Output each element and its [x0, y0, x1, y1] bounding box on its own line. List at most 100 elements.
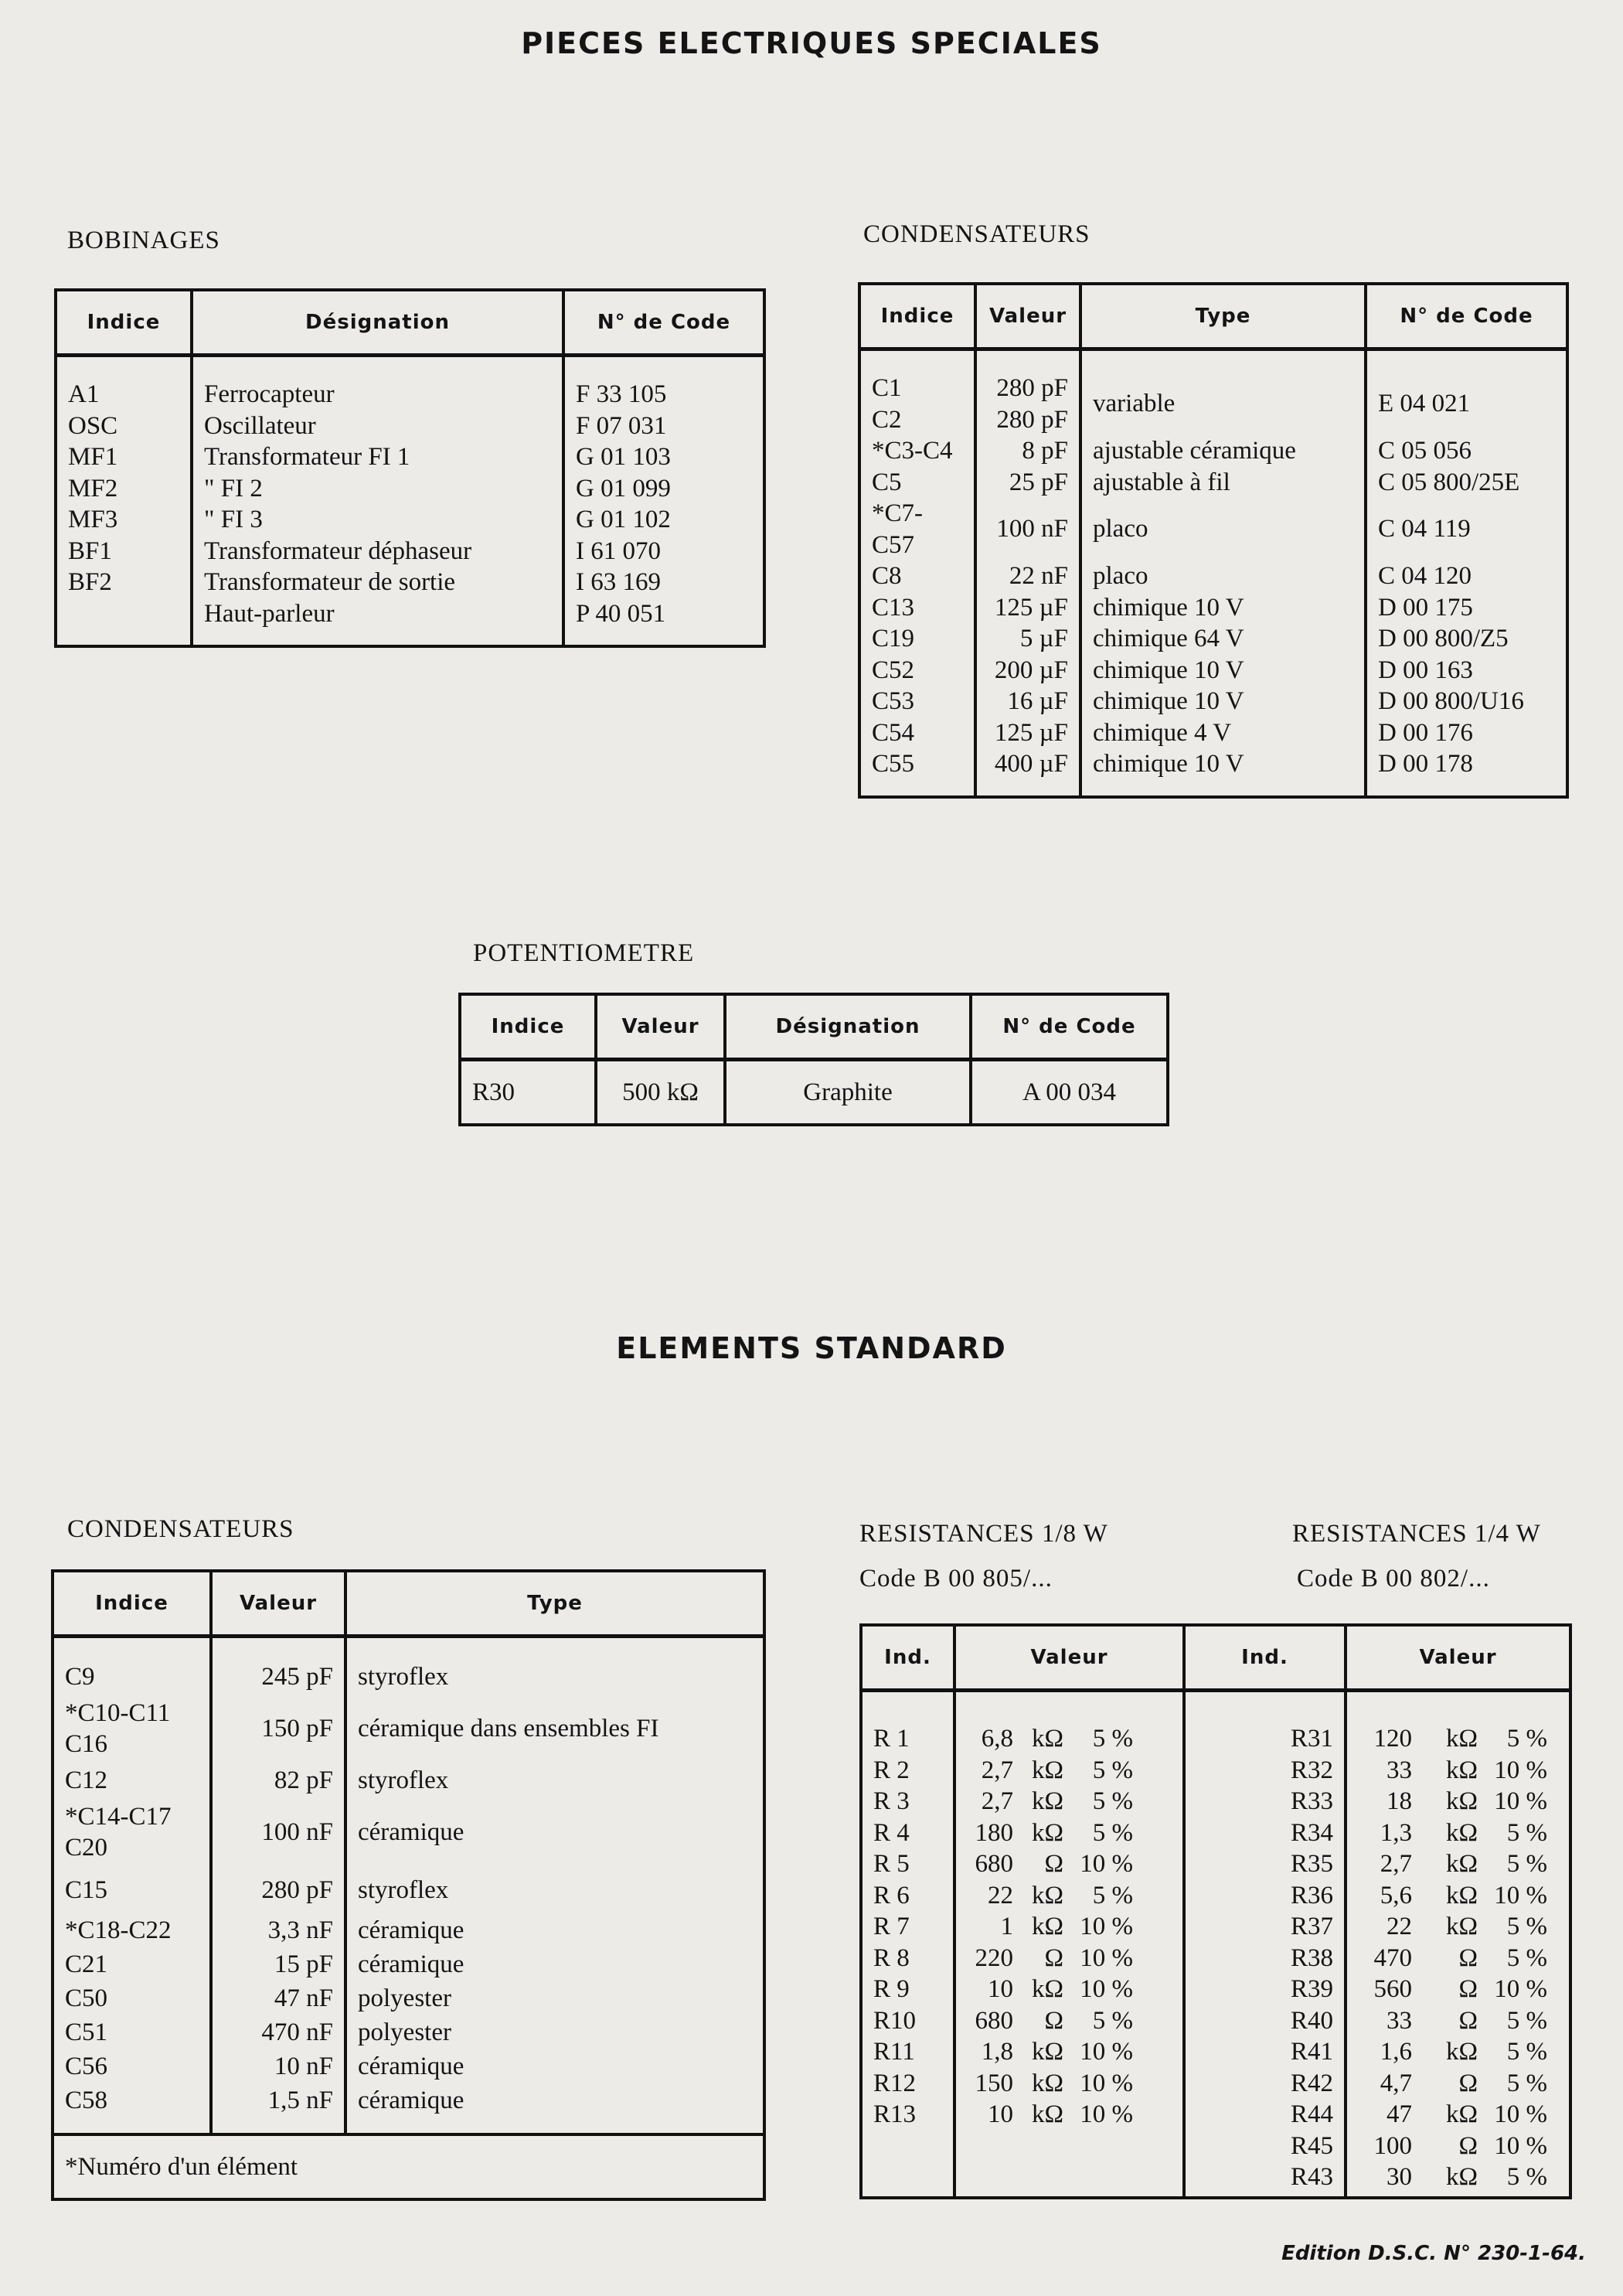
table-row: C9 245 pF styroflex — [51, 1660, 766, 1694]
resistor-index: R 2 — [859, 1754, 956, 1786]
value-tolerance: 5 % — [1506, 1818, 1547, 1847]
table-cell: D 00 800/U16 — [1364, 686, 1569, 717]
resistor-index: R44 — [1182, 2099, 1347, 2131]
value-unit: kΩ — [1031, 1913, 1063, 1940]
table-cell: styroflex — [344, 1660, 766, 1694]
column-header: Ind. — [859, 1623, 956, 1692]
resistances-14-label: RESISTANCES 1/4 W — [1292, 1520, 1541, 1548]
resistor-value: 2,7 kΩ 5 % — [1344, 1848, 1572, 1880]
value-tolerance: 5 % — [1506, 2163, 1547, 2191]
table-cell: C52 — [858, 654, 977, 686]
table-cell: C12 — [51, 1763, 213, 1797]
table-cell: 125 µF — [974, 591, 1082, 623]
value-number: 220 — [975, 1943, 1014, 1972]
resistor-value: 30 kΩ 5 % — [1344, 2161, 1572, 2193]
table-cell: D 00 176 — [1364, 717, 1569, 748]
table-row: R30 500 kΩ Graphite A 00 034 — [458, 1059, 1169, 1125]
value-unit: kΩ — [1031, 2038, 1063, 2066]
resistor-index: R36 — [1182, 1879, 1347, 1911]
column-header: Indice — [54, 288, 193, 357]
table-cell: variable — [1079, 373, 1367, 435]
resistor-value: 120 kΩ 5 % — [1344, 1723, 1572, 1755]
value-number: 33 — [1387, 1756, 1412, 1784]
table-cell: Oscillateur — [190, 410, 565, 441]
value-number: 2,7 — [1380, 1850, 1412, 1878]
resistor-value: 2,7 kΩ 5 % — [953, 1754, 1186, 1786]
table-row: C15 280 pF styroflex — [51, 1867, 766, 1913]
value-unit: Ω — [1044, 1943, 1063, 1972]
resistor-value: 1,8 kΩ 10 % — [953, 2036, 1186, 2068]
value-number: 18 — [1387, 1787, 1412, 1815]
value-tolerance: 10 % — [1080, 1913, 1133, 1940]
value-number: 30 — [1387, 2163, 1412, 2191]
table-row: C12 82 pF styroflex — [51, 1763, 766, 1797]
value-tolerance: 5 % — [1092, 1787, 1133, 1815]
resistor-value: 220 Ω 10 % — [953, 1942, 1186, 1974]
table-row: R 4 180 kΩ 5 % R34 1,3 kΩ 5 % — [859, 1817, 1572, 1848]
table-row: R 8 220 Ω 10 % R38 470 Ω 5 % — [859, 1942, 1572, 1974]
table-row: C21 15 pF céramique — [51, 1947, 766, 1981]
resistor-index: R33 — [1182, 1786, 1347, 1817]
value-tolerance: 5 % — [1092, 1725, 1133, 1753]
resistances-18-label: RESISTANCES 1/8 W — [859, 1520, 1108, 1548]
page-title: PIECES ELECTRIQUES SPECIALES — [521, 26, 1102, 60]
table-cell: D 00 800/Z5 — [1364, 623, 1569, 655]
condensateurs-speciaux-label: CONDENSATEURS — [863, 220, 1091, 248]
table-cell: C 04 119 — [1364, 498, 1569, 560]
bobinages-table: Indice Désignation N° de Code A1 Ferrocapteu… — [54, 288, 766, 648]
table-row: C50 47 nF polyester — [51, 1981, 766, 2015]
value-tolerance: 5 % — [1506, 1913, 1547, 1940]
value-tolerance: 5 % — [1092, 1756, 1133, 1784]
table-cell: Graphite — [723, 1059, 972, 1125]
value-number: 22 — [988, 1881, 1013, 1909]
value-unit: kΩ — [1445, 1756, 1478, 1784]
table-cell: céramique — [344, 2083, 766, 2117]
value-tolerance: 5 % — [1506, 1850, 1547, 1878]
value-number: 2,7 — [981, 1787, 1013, 1815]
value-tolerance: 10 % — [1080, 1943, 1133, 1972]
table-cell: chimique 10 V — [1079, 748, 1367, 780]
value-tolerance: 5 % — [1506, 2038, 1547, 2066]
value-tolerance: 5 % — [1092, 2006, 1133, 2035]
value-number: 680 — [975, 2006, 1014, 2035]
table-cell: 500 kΩ — [594, 1059, 726, 1125]
table-cell: E 04 021 — [1364, 373, 1569, 435]
footnote: *Numéro d'un élément — [51, 2133, 766, 2199]
header-row: Indice Valeur Désignation N° de Code — [458, 993, 1169, 1061]
column-header: Désignation — [190, 288, 565, 357]
resistor-index: R37 — [1182, 1911, 1347, 1943]
value-unit: kΩ — [1031, 1975, 1063, 2003]
table-cell: 125 µF — [974, 717, 1082, 748]
table-cell: céramique dans ensembles FI — [344, 1694, 766, 1763]
table-cell: 470 nF — [209, 2015, 347, 2049]
table-cell: C15 — [51, 1867, 213, 1913]
condensateurs-standard-table: Indice Valeur Type C9 245 pF styroflex *C10-C1… — [51, 1569, 766, 2201]
value-tolerance: 5 % — [1506, 2006, 1547, 2035]
table-cell: C 05 056 — [1364, 435, 1569, 467]
value-number: 100 — [1373, 2131, 1413, 2160]
condensateurs-speciaux-table: Indice Valeur Type N° de Code C1 C2 280 pF 28… — [858, 282, 1569, 799]
resistor-index: R43 — [1182, 2161, 1347, 2193]
value-tolerance: 5 % — [1506, 1725, 1547, 1753]
resistor-index: R11 — [859, 2036, 956, 2068]
table-cell: D 00 178 — [1364, 748, 1569, 780]
table-cell: C13 — [858, 591, 977, 623]
table-cell: chimique 10 V — [1079, 654, 1367, 686]
resistor-value: 4,7 Ω 5 % — [1344, 2067, 1572, 2099]
header-row: Ind. Valeur Ind. Valeur — [859, 1623, 1572, 1692]
bobinages-label: BOBINAGES — [67, 227, 220, 254]
resistor-index: R13 — [859, 2099, 956, 2131]
table-cell: 22 nF — [974, 560, 1082, 592]
table-row: OSC Oscillateur F 07 031 — [54, 410, 766, 441]
table-cell: céramique — [344, 1947, 766, 1981]
header-row: Indice Valeur Type N° de Code — [858, 282, 1569, 351]
value-number: 10 — [988, 2100, 1013, 2128]
value-number: 1,8 — [981, 2038, 1013, 2066]
resistor-value: 100 Ω 10 % — [1344, 2130, 1572, 2161]
table-cell: ajustable à fil — [1079, 466, 1367, 498]
table-cell: polyester — [344, 2015, 766, 2049]
resistor-index: R34 — [1182, 1817, 1347, 1848]
resistor-index: R 3 — [859, 1786, 956, 1817]
